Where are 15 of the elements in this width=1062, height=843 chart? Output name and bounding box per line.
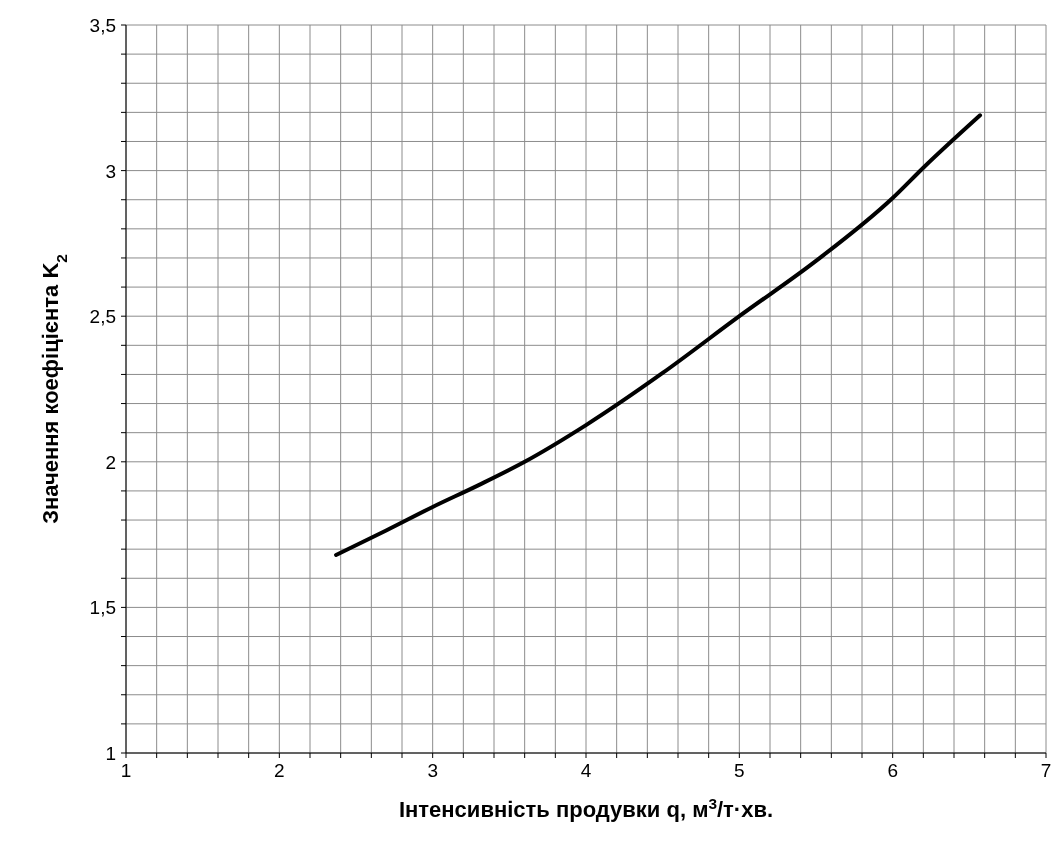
y-tick-label: 2,5 — [89, 306, 116, 328]
y-tick-label: 1,5 — [89, 597, 116, 619]
x-tick-label: 1 — [120, 760, 132, 781]
x-axis-title: Інтенсивність продувки q, м$^{3}$/т·хв. — [398, 794, 774, 822]
line-series — [334, 113, 983, 557]
x-tick-label: 4 — [580, 760, 592, 781]
y-tick-label: 1 — [105, 743, 116, 764]
x-tick-label: 7 — [1040, 760, 1052, 781]
y-tick-label: 3 — [105, 160, 116, 182]
x-tick-label: 5 — [734, 760, 745, 781]
x-tick-label: 3 — [427, 760, 438, 781]
y-tick-label: 2 — [105, 451, 116, 473]
y-tick-label: 3,5 — [89, 15, 116, 36]
x-tick-label: 2 — [274, 760, 285, 781]
x-tick-label: 6 — [887, 760, 898, 781]
